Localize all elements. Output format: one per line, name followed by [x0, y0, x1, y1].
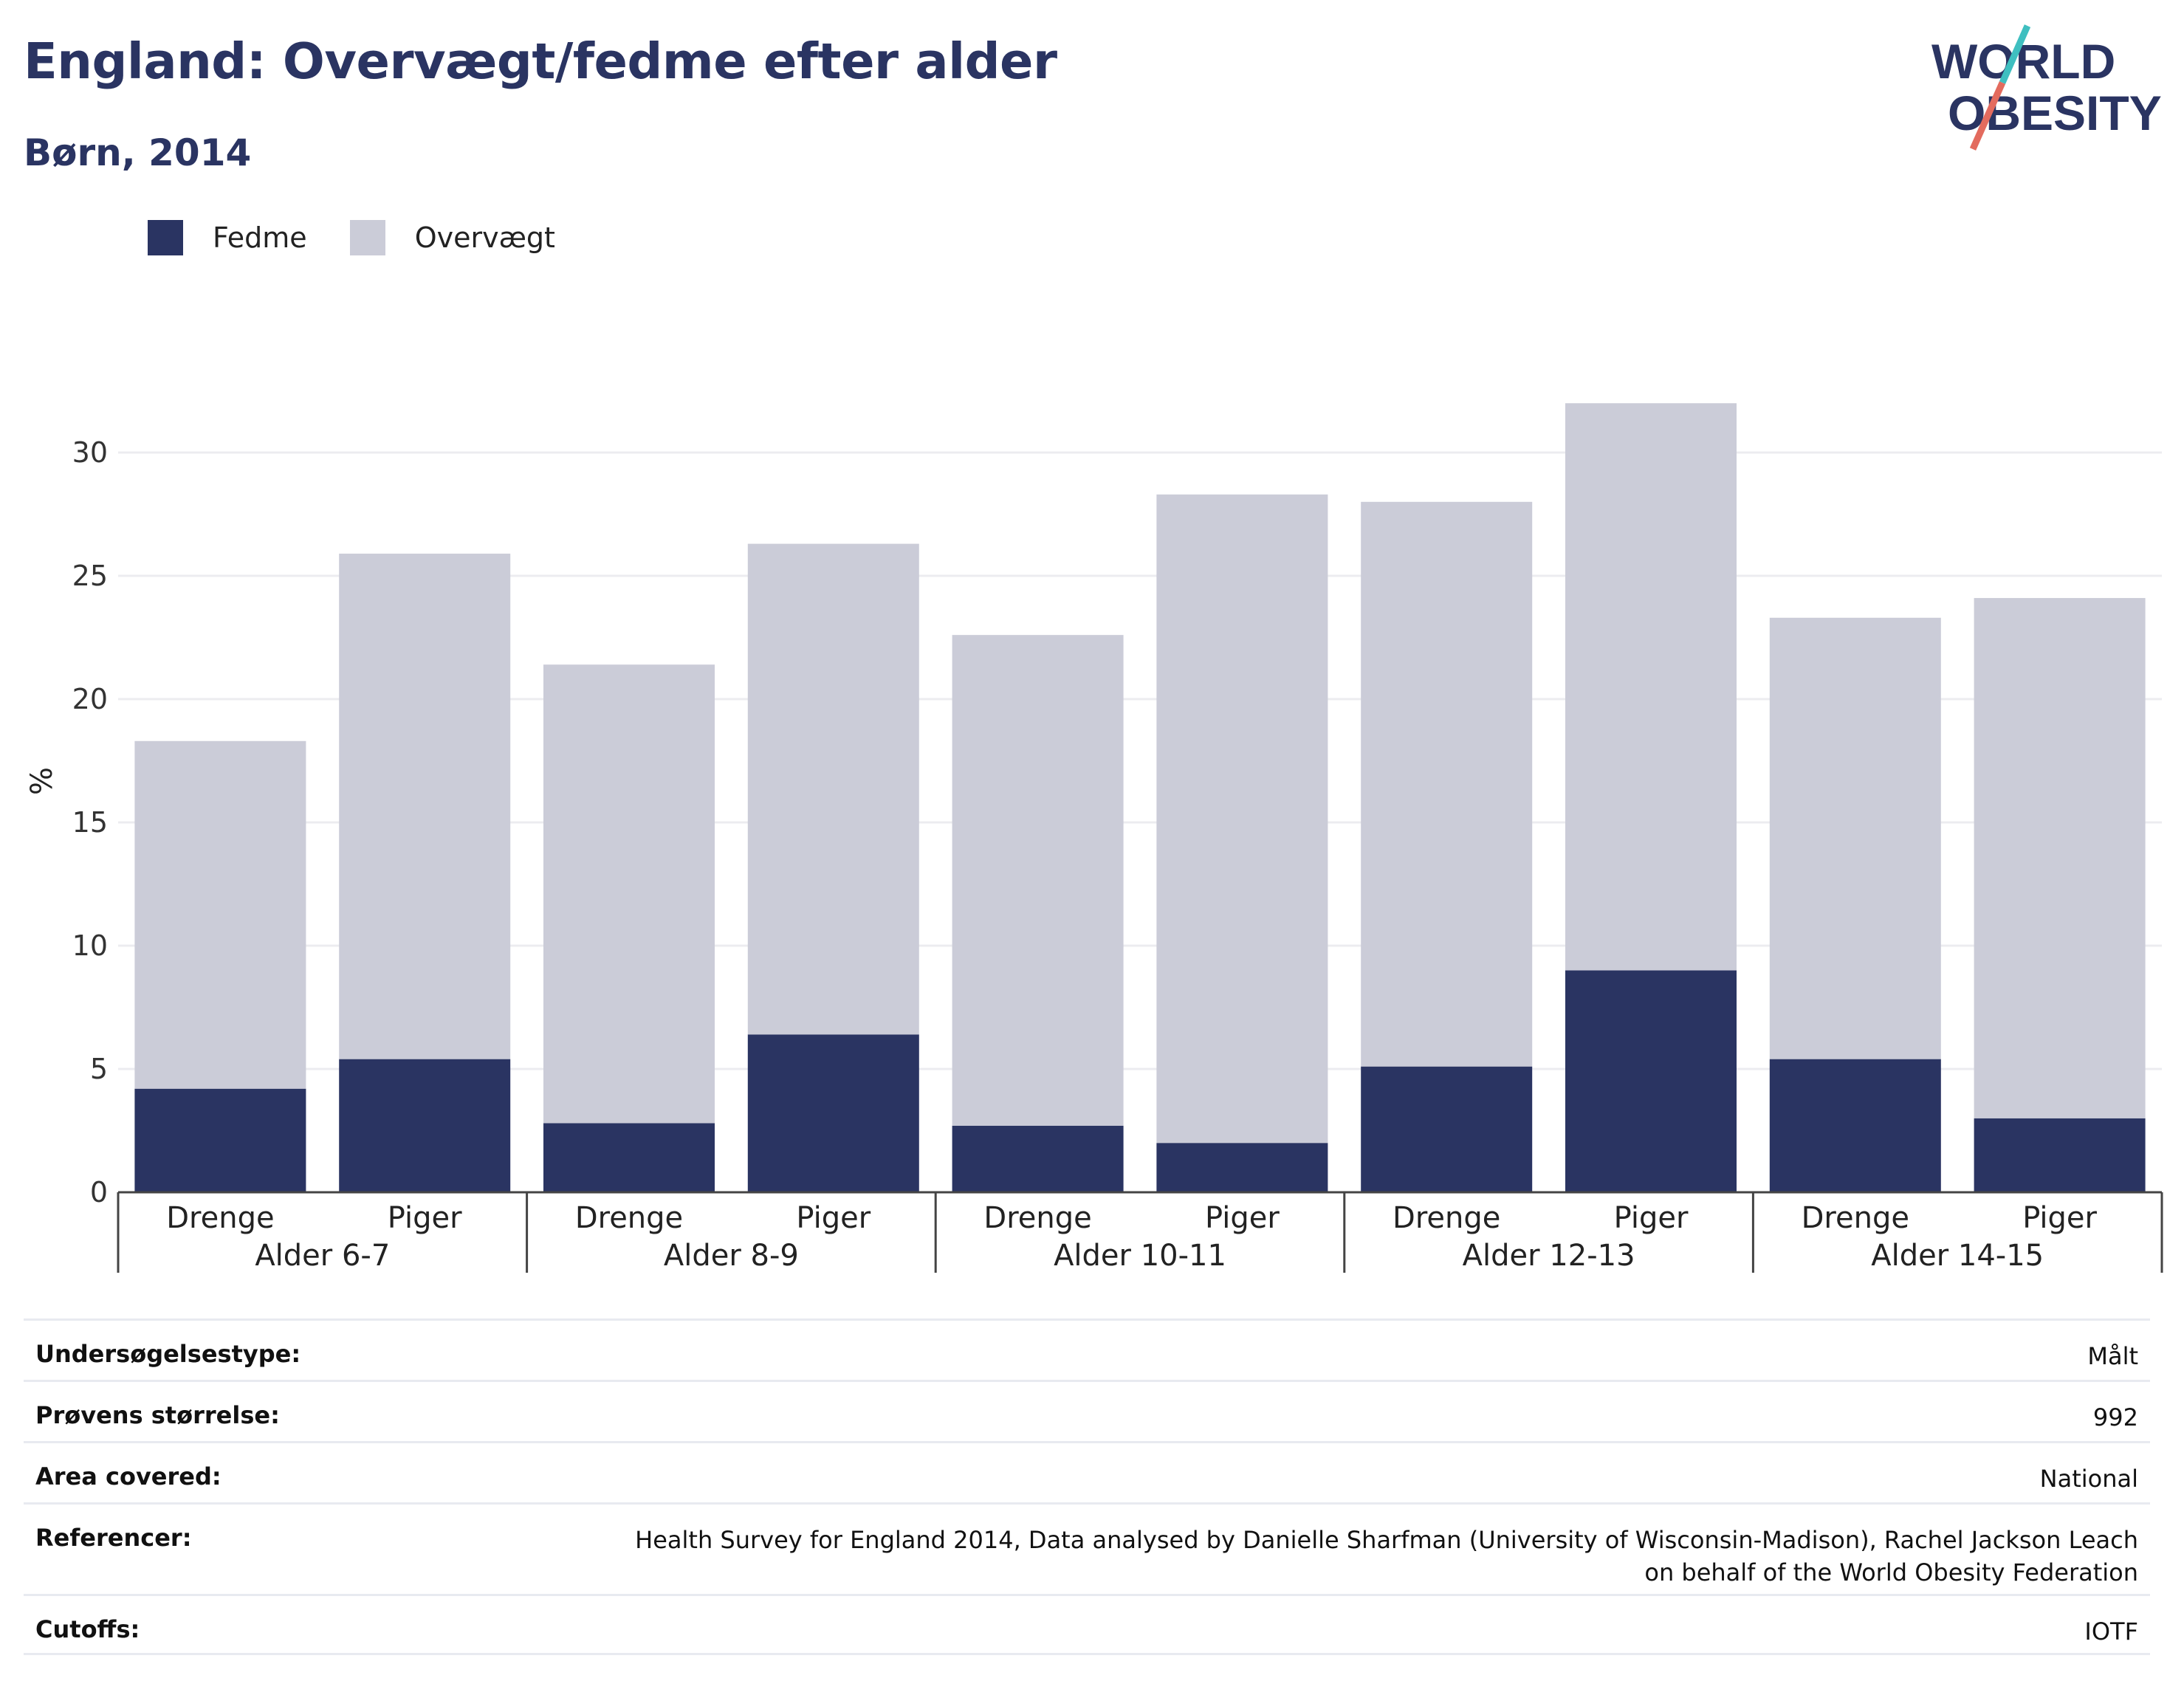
logo-slash-top — [1999, 24, 2031, 84]
legend-swatch-fedme — [148, 220, 183, 255]
y-tick-label: 10 — [72, 929, 108, 962]
y-axis-label: % — [25, 767, 59, 795]
y-tick-label: 20 — [72, 683, 108, 715]
x-category-label: Piger — [388, 1201, 462, 1235]
bar-fedme — [1974, 1118, 2146, 1192]
x-group-label: Alder 12-13 — [1463, 1239, 1635, 1273]
bar-chart: 0 5 10 15 20 25 30% Drenge Piger Alder 6-7 Drenge P… — [25, 403, 2163, 1273]
bar-overvaegt — [339, 553, 511, 1059]
x-category-label: Piger — [1205, 1201, 1280, 1235]
bar-overvaegt — [1361, 501, 1533, 1067]
detail-label: Area covered: — [35, 1462, 222, 1491]
y-tick-label: 0 — [90, 1176, 108, 1208]
bar-overvaegt — [1156, 494, 1328, 1144]
x-category-label: Drenge — [1802, 1201, 1909, 1235]
bar-fedme — [1769, 1059, 1941, 1192]
x-category-label: Piger — [2022, 1201, 2097, 1235]
y-tick-label: 25 — [72, 560, 108, 592]
legend-item-fedme[interactable]: Fedme — [148, 220, 307, 255]
detail-value: Health Survey for England 2014, Data ana… — [635, 1526, 2138, 1586]
bar-fedme — [1156, 1143, 1328, 1192]
detail-label: Undersøgelsestype: — [35, 1340, 301, 1368]
x-group-label: Alder 10-11 — [1054, 1239, 1226, 1273]
bar-overvaegt — [1565, 403, 1737, 971]
x-category-label: Piger — [796, 1201, 870, 1235]
x-category-label: Drenge — [983, 1201, 1091, 1235]
world-obesity-logo: WORLD OBESITY — [1931, 24, 2162, 151]
legend-label-fedme: Fedme — [213, 221, 307, 254]
chart-subtitle: Børn, 2014 — [24, 131, 252, 174]
bar-fedme — [1361, 1066, 1533, 1192]
bar-overvaegt — [1974, 598, 2146, 1118]
detail-row-cutoffs: Cutoffs: IOTF — [24, 1594, 2150, 1655]
bar-overvaegt — [543, 664, 715, 1124]
legend-label-overvaegt: Overvægt — [414, 221, 555, 254]
logo-text-world: WORLD — [1931, 34, 2115, 89]
y-tick-label: 5 — [90, 1053, 108, 1085]
y-tick-label: 15 — [72, 806, 108, 839]
detail-value: 992 — [2092, 1403, 2138, 1431]
detail-value: Målt — [2087, 1342, 2138, 1370]
y-tick-label: 30 — [72, 436, 108, 469]
bar-fedme — [952, 1125, 1124, 1192]
bar-fedme — [134, 1088, 306, 1192]
bar-overvaegt — [747, 543, 919, 1035]
x-group-label: Alder 6-7 — [255, 1239, 390, 1273]
detail-value: National — [2039, 1465, 2138, 1493]
bar-overvaegt — [134, 740, 306, 1089]
detail-row-references: Referencer: Health Survey for England 20… — [24, 1502, 2150, 1594]
detail-label: Referencer: — [35, 1524, 192, 1552]
x-group-label: Alder 8-9 — [664, 1239, 799, 1273]
bar-overvaegt — [1769, 617, 1941, 1059]
detail-value: IOTF — [2084, 1617, 2138, 1646]
legend-swatch-overvaegt — [349, 220, 385, 255]
x-category-label: Drenge — [166, 1201, 274, 1235]
bar-fedme — [543, 1123, 715, 1192]
detail-row-survey-type: Undersøgelsestype: Målt — [24, 1318, 2150, 1380]
chart-title: England: Overvægt/fedme efter alder — [24, 32, 1057, 90]
bar-overvaegt — [952, 635, 1124, 1126]
x-category-label: Drenge — [1393, 1201, 1500, 1235]
logo-slash-bottom — [1969, 81, 2006, 151]
details-table: Undersøgelsestype: Målt Prøvens størrels… — [24, 1318, 2150, 1655]
detail-row-sample-size: Prøvens størrelse: 992 — [24, 1380, 2150, 1441]
bar-fedme — [339, 1059, 511, 1192]
x-category-label: Piger — [1614, 1201, 1689, 1235]
x-category-label: Drenge — [575, 1201, 683, 1235]
detail-label: Cutoffs: — [35, 1615, 140, 1643]
detail-label: Prøvens størrelse: — [35, 1401, 280, 1429]
bar-fedme — [1565, 970, 1737, 1192]
chart-legend: Fedme Overvægt — [148, 220, 598, 255]
detail-row-area: Area covered: National — [24, 1441, 2150, 1502]
legend-item-overvaegt[interactable]: Overvægt — [349, 220, 555, 255]
x-group-label: Alder 14-15 — [1871, 1239, 2044, 1273]
bar-fedme — [747, 1034, 919, 1192]
